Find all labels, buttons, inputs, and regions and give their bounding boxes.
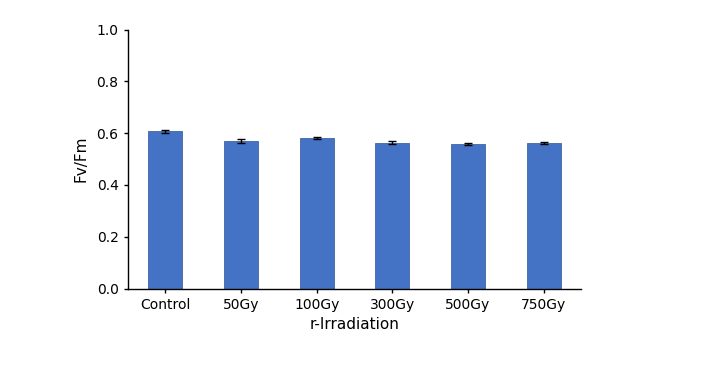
Bar — [224, 141, 258, 289]
Bar — [148, 131, 182, 289]
Bar — [375, 143, 409, 289]
X-axis label: r-Irradiation: r-Irradiation — [310, 317, 399, 332]
Bar — [300, 138, 334, 289]
Y-axis label: Fv/Fm: Fv/Fm — [73, 136, 88, 182]
Bar — [527, 143, 561, 289]
Bar — [451, 144, 485, 289]
